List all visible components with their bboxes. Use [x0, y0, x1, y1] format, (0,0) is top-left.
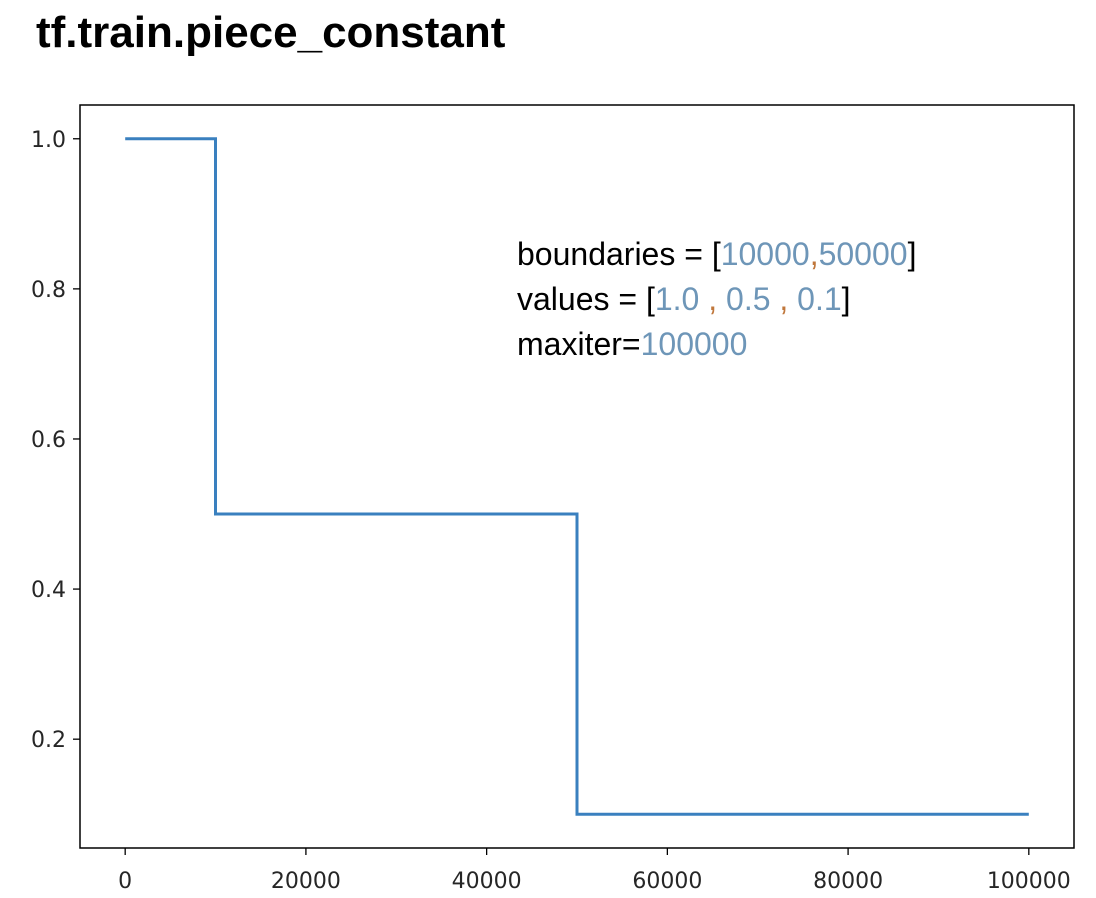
x-tick-label: 20000: [271, 869, 341, 894]
value-2: 0.5: [726, 281, 771, 317]
x-tick-label: 80000: [813, 869, 883, 894]
x-tick-label: 0: [118, 869, 132, 894]
separator: ,: [699, 281, 727, 317]
y-tick-label: 1.0: [31, 128, 66, 153]
annotation-maxiter-prefix: maxiter=: [517, 326, 641, 362]
annotation-values-prefix: values = [: [517, 281, 655, 317]
separator: ,: [809, 236, 819, 272]
y-tick-label: 0.2: [31, 728, 66, 753]
maxiter-value: 100000: [640, 326, 748, 362]
value-3: 0.1: [797, 281, 842, 317]
chart-annotation: boundaries = [10000,50000] values = [1.0…: [517, 232, 916, 367]
boundary-value-2: 50000: [818, 236, 908, 272]
y-tick-label: 0.4: [31, 578, 66, 603]
annotation-boundaries-suffix: ]: [907, 236, 917, 272]
annotation-maxiter: maxiter=100000: [517, 322, 916, 367]
axis-ticks: 0 20000 40000 60000 80000 100000 0.2 0.4 0.6 0.8 1…: [31, 128, 1071, 894]
value-1: 1.0: [654, 281, 700, 317]
x-tick-label: 60000: [632, 869, 702, 894]
x-tick-label: 100000: [987, 869, 1071, 894]
x-tick-label: 40000: [452, 869, 522, 894]
plot-frame: [79, 104, 1075, 849]
chart-title: tf.train.piece_constant: [36, 8, 506, 57]
annotation-boundaries: boundaries = [10000,50000]: [517, 232, 916, 277]
annotation-values: values = [1.0 , 0.5 , 0.1]: [517, 277, 916, 322]
series-line: [125, 137, 1029, 816]
annotation-values-suffix: ]: [841, 281, 851, 317]
separator: ,: [770, 281, 798, 317]
series-group: [125, 137, 1029, 816]
annotation-boundaries-prefix: boundaries = [: [517, 236, 721, 272]
y-tick-label: 0.6: [31, 428, 66, 453]
y-tick-label: 0.8: [31, 278, 66, 303]
boundary-value-1: 10000: [720, 236, 810, 272]
